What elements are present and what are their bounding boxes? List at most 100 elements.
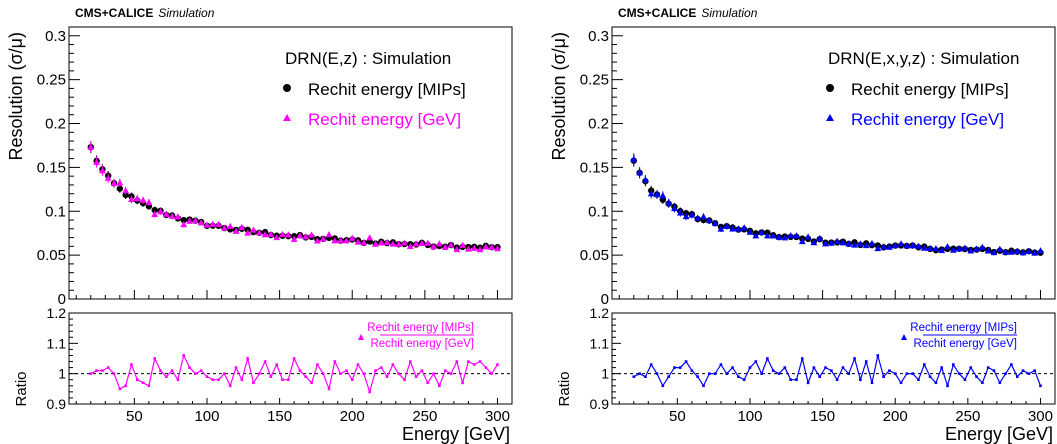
gev-point bbox=[874, 244, 882, 252]
gev-point bbox=[313, 237, 321, 244]
panel-2: CMS+CALICE Simulation 0 0.05 0.1 0.15 0.2 0.25 0… bbox=[549, 6, 1056, 444]
gev-point bbox=[279, 230, 286, 238]
ratio-point bbox=[957, 372, 961, 375]
gev-point bbox=[290, 235, 298, 242]
ratio-point bbox=[754, 360, 758, 363]
data-points bbox=[87, 141, 501, 253]
gev-point bbox=[653, 190, 661, 198]
ratio-point bbox=[783, 366, 787, 369]
ratio-point bbox=[455, 360, 459, 363]
ratio-point bbox=[696, 375, 699, 378]
y-tick-label: 0.1 bbox=[588, 203, 609, 220]
ratio-point bbox=[824, 366, 827, 369]
gev-point bbox=[961, 244, 969, 251]
gev-point bbox=[671, 204, 678, 212]
ratio-point bbox=[449, 372, 453, 375]
ratio-point bbox=[403, 378, 406, 382]
ratio-tick-label: 1.2 bbox=[590, 305, 610, 321]
gev-point bbox=[221, 224, 228, 231]
gev-point bbox=[308, 231, 315, 238]
gev-point bbox=[389, 240, 397, 247]
gev-point bbox=[116, 179, 124, 186]
gev-point bbox=[453, 245, 461, 253]
ratio-point bbox=[864, 360, 868, 363]
gev-point bbox=[827, 239, 835, 246]
mips-point bbox=[116, 185, 124, 192]
gev-point bbox=[203, 221, 211, 228]
legend-label-gev: Rechit energy [GeV] bbox=[308, 110, 461, 129]
y-tick-label: 0.25 bbox=[580, 72, 609, 89]
ratio-point bbox=[223, 372, 226, 375]
ratio-legend-denominator: Rechit energy [GeV] bbox=[913, 338, 1017, 350]
ratio-point bbox=[345, 369, 348, 372]
gev-point bbox=[822, 240, 829, 247]
gev-point bbox=[903, 242, 911, 249]
ratio-point bbox=[986, 366, 990, 369]
ratio-point bbox=[760, 372, 763, 375]
ratio-tick-label: 0.9 bbox=[47, 396, 67, 412]
gev-point bbox=[630, 155, 638, 162]
gev-point bbox=[938, 246, 946, 254]
ratio-point bbox=[472, 363, 476, 366]
gev-point bbox=[816, 234, 824, 242]
ratio-point bbox=[490, 372, 493, 375]
gev-point bbox=[845, 240, 853, 247]
y-tick-label: 0.15 bbox=[580, 159, 609, 176]
gev-point bbox=[1019, 249, 1027, 256]
gev-point bbox=[891, 241, 899, 249]
gev-point bbox=[238, 223, 246, 230]
ratio-point bbox=[321, 372, 325, 375]
gev-point bbox=[267, 230, 275, 237]
gev-point bbox=[932, 245, 940, 252]
ratio-point bbox=[130, 363, 133, 366]
ratio-point bbox=[298, 369, 302, 372]
gev-point bbox=[764, 232, 771, 239]
x-axis-title: Energy [GeV] bbox=[402, 424, 510, 444]
gev-point bbox=[688, 211, 696, 218]
gev-point bbox=[833, 237, 841, 244]
gev-point bbox=[920, 244, 928, 251]
gev-point bbox=[424, 239, 432, 246]
ratio-point bbox=[818, 375, 822, 378]
gev-point bbox=[401, 239, 408, 246]
ratio-point bbox=[397, 372, 401, 375]
ratio-point bbox=[742, 378, 746, 382]
ratio-point bbox=[975, 375, 978, 378]
ratio-point bbox=[89, 372, 93, 375]
gev-point bbox=[752, 232, 760, 239]
gev-point bbox=[659, 191, 667, 199]
ratio-point bbox=[853, 357, 856, 360]
ratio-frame bbox=[611, 312, 1056, 405]
ratio-point bbox=[812, 366, 816, 369]
ratio-point bbox=[992, 369, 996, 372]
gev-point bbox=[476, 246, 484, 253]
ratio-point bbox=[246, 357, 249, 360]
y-tick-label: 0.3 bbox=[45, 28, 66, 45]
gev-point bbox=[1031, 249, 1039, 256]
gev-point bbox=[157, 208, 164, 215]
gev-point bbox=[804, 233, 812, 240]
legend-marker-mips bbox=[283, 84, 291, 92]
ratio-point bbox=[940, 366, 944, 369]
gev-point bbox=[705, 216, 713, 224]
ratio-point bbox=[911, 372, 914, 375]
x-tick-label: 150 bbox=[810, 408, 835, 425]
ratio-point bbox=[112, 372, 116, 375]
gev-point bbox=[880, 243, 888, 250]
mips-point bbox=[180, 216, 187, 224]
plot-header: CMS+CALICE Simulation bbox=[618, 6, 758, 20]
gev-point bbox=[856, 240, 864, 247]
ratio-point bbox=[391, 363, 395, 366]
ratio-point bbox=[118, 387, 122, 391]
ratio-legend-denominator: Rechit energy [GeV] bbox=[370, 338, 474, 350]
ratio-point bbox=[882, 375, 885, 378]
gev-point bbox=[232, 227, 240, 234]
gev-point bbox=[676, 209, 684, 216]
ratio-point bbox=[141, 381, 145, 385]
ratio-point bbox=[240, 378, 244, 382]
gev-point bbox=[133, 194, 141, 202]
gev-point bbox=[1008, 248, 1015, 255]
ratio-point bbox=[928, 375, 932, 378]
ratio-axis-title: Ratio bbox=[556, 371, 573, 406]
gev-point bbox=[151, 210, 159, 217]
